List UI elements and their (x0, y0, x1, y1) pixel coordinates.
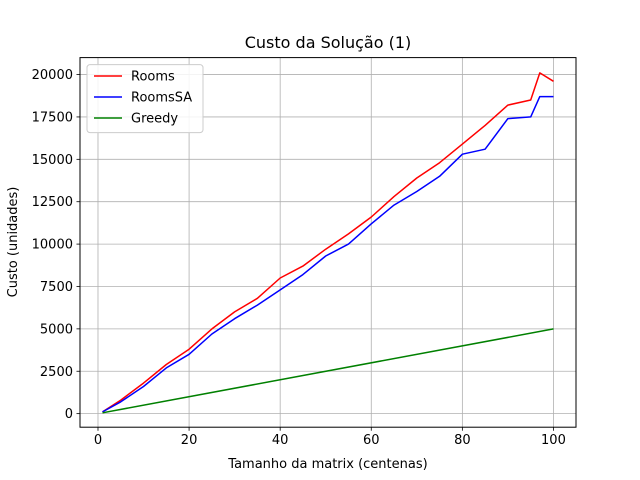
chart-title: Custo da Solução (1) (245, 33, 412, 52)
x-axis-ticks: 0 20 40 60 80 100 (94, 427, 566, 448)
y-tick-label: 20000 (32, 68, 73, 83)
x-tick-label: 40 (272, 433, 289, 448)
series-line-roomssa (102, 95, 554, 413)
legend-label-rooms: Rooms (131, 70, 175, 85)
series-line-greedy (102, 328, 554, 414)
x-tick-label: 0 (94, 433, 102, 448)
y-tick-label: 15000 (32, 153, 73, 168)
series-layer (102, 72, 554, 414)
series-line-rooms (102, 72, 554, 413)
x-tick-label: 60 (363, 433, 380, 448)
grid (80, 57, 576, 428)
y-tick-label: 10000 (32, 238, 73, 253)
y-tick-label: 2500 (40, 365, 73, 380)
x-axis-label: Tamanho da matrix (centenas) (227, 457, 427, 472)
plot-frame (79, 57, 577, 428)
y-tick-label: 12500 (32, 195, 73, 210)
y-tick-label: 5000 (40, 322, 73, 337)
legend: Rooms RoomsSA Greedy (86, 64, 204, 134)
x-tick-label: 100 (541, 433, 566, 448)
legend-box (86, 64, 204, 134)
y-axis-ticks: 0 2500 5000 7500 10000 12500 15000 17500 20000 (32, 68, 80, 422)
legend-label-greedy: Greedy (131, 112, 178, 127)
y-tick-label: 7500 (40, 280, 73, 295)
y-tick-label: 0 (65, 407, 73, 422)
x-tick-label: 20 (181, 433, 198, 448)
y-tick-label: 17500 (32, 110, 73, 125)
x-tick-label: 80 (454, 433, 471, 448)
legend-label-roomssa: RoomsSA (131, 91, 192, 106)
y-axis-label: Custo (unidades) (6, 187, 21, 298)
